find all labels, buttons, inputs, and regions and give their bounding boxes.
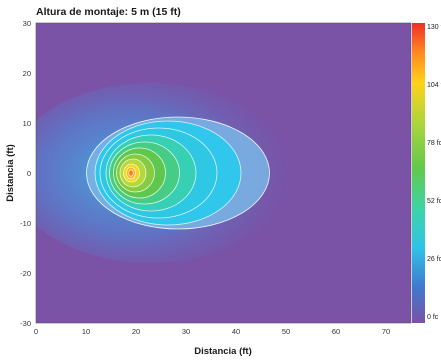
x-tick-label: 20 (132, 327, 140, 336)
y-tick-label: -20 (20, 269, 31, 278)
chart-title: Altura de montaje: 5 m (15 ft) (36, 6, 181, 18)
x-tick-label: 30 (182, 327, 190, 336)
y-tick-label: 10 (23, 119, 31, 128)
plot-frame (35, 22, 412, 324)
plot-area (36, 23, 411, 323)
y-tick-label: -30 (20, 319, 31, 328)
y-axis-ticks: 30 20 10 0 -10 -20 -30 (20, 19, 31, 328)
colorbar-label: 52 fc (427, 198, 441, 205)
colorbar-label: 130 fc (427, 24, 441, 31)
colorbar-label: 104 fc (427, 82, 441, 89)
x-axis-ticks: 0 10 20 30 40 50 60 70 (34, 327, 390, 336)
x-tick-label: 50 (282, 327, 290, 336)
x-tick-label: 70 (382, 327, 390, 336)
illuminance-contours (86, 116, 270, 230)
y-axis-label: Distancia (ft) (5, 144, 16, 202)
colorbar-label: 0 fc (427, 314, 439, 321)
y-tick-label: 30 (23, 19, 31, 28)
x-tick-label: 0 (34, 327, 38, 336)
colorbar-label: 78 fc (427, 140, 441, 147)
x-tick-label: 10 (82, 327, 90, 336)
y-tick-label: 0 (27, 169, 31, 178)
colorbar (412, 23, 425, 323)
contour-band (128, 169, 134, 177)
y-tick-label: -10 (20, 219, 31, 228)
x-tick-label: 60 (332, 327, 340, 336)
x-axis-label: Distancia (ft) (194, 346, 252, 357)
x-tick-label: 40 (232, 327, 240, 336)
colorbar-labels: 130 fc 104 fc 78 fc 52 fc 26 fc 0 fc (427, 24, 441, 321)
y-tick-label: 20 (23, 69, 31, 78)
colorbar-label: 26 fc (427, 256, 441, 263)
